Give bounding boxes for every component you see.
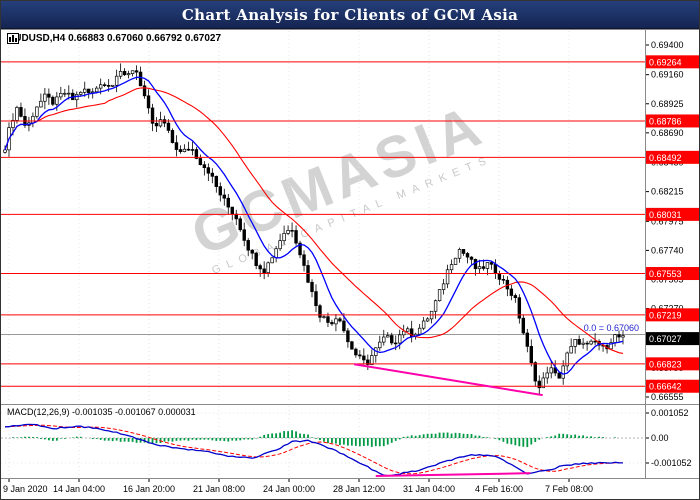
svg-text:28 Jan 12:00: 28 Jan 12:00 — [333, 484, 385, 494]
svg-text:16 Jan 20:00: 16 Jan 20:00 — [123, 484, 175, 494]
svg-text:14 Jan 04:00: 14 Jan 04:00 — [53, 484, 105, 494]
svg-text:0.68031: 0.68031 — [649, 210, 682, 220]
svg-text:0.67219: 0.67219 — [649, 310, 682, 320]
svg-text:31 Jan 04:00: 31 Jan 04:00 — [403, 484, 455, 494]
price-chart-area[interactable] — [1, 30, 645, 404]
svg-text:0.66642: 0.66642 — [649, 382, 682, 392]
svg-text:0.69264: 0.69264 — [649, 57, 682, 67]
page-title: Chart Analysis for Clients of GCM Asia — [181, 5, 519, 24]
svg-text:24 Jan 00:00: 24 Jan 00:00 — [263, 484, 315, 494]
price-scale[interactable] — [646, 30, 699, 479]
svg-text:0.67027: 0.67027 — [649, 334, 682, 344]
svg-text:0.68492: 0.68492 — [649, 153, 682, 163]
chart-icon — [7, 33, 19, 44]
svg-text:0.68786: 0.68786 — [649, 116, 682, 126]
svg-text:0.00: 0.00 — [651, 433, 669, 443]
time-scale[interactable] — [1, 479, 699, 499]
svg-text:0.68690: 0.68690 — [651, 128, 684, 138]
svg-text:-0.001052: -0.001052 — [651, 458, 692, 468]
macd-indicator-label: MACD(12,26,9) -0.001035 -0.001067 0.0000… — [7, 407, 196, 417]
svg-text:0.68925: 0.68925 — [651, 99, 684, 109]
symbol-info-bar: AUDUSD,H4 0.66883 0.67060 0.66792 0.6702… — [7, 33, 221, 44]
svg-text:0.69400: 0.69400 — [651, 40, 684, 50]
title-bar: Chart Analysis for Clients of GCM Asia — [1, 1, 699, 29]
svg-text:7 Feb 08:00: 7 Feb 08:00 — [545, 484, 593, 494]
symbol-ohlc-label: AUDUSD,H4 0.66883 0.67060 0.66792 0.6702… — [7, 33, 222, 44]
svg-text:21 Jan 08:00: 21 Jan 08:00 — [193, 484, 245, 494]
svg-text:0.001052: 0.001052 — [651, 408, 689, 418]
fibo-annotation: 0.0 = 0.67060 — [583, 323, 639, 333]
svg-text:0.67553: 0.67553 — [649, 269, 682, 279]
macd-pane-area[interactable] — [1, 405, 645, 478]
svg-text:0.69160: 0.69160 — [651, 70, 684, 80]
svg-text:0.67740: 0.67740 — [651, 245, 684, 255]
svg-text:0.66823: 0.66823 — [649, 359, 682, 369]
svg-text:0.66555: 0.66555 — [651, 392, 684, 402]
svg-text:0.68215: 0.68215 — [651, 187, 684, 197]
svg-text:0.67975: 0.67975 — [651, 216, 684, 226]
svg-text:9 Jan 2020: 9 Jan 2020 — [3, 484, 48, 494]
svg-text:4 Feb 16:00: 4 Feb 16:00 — [475, 484, 523, 494]
